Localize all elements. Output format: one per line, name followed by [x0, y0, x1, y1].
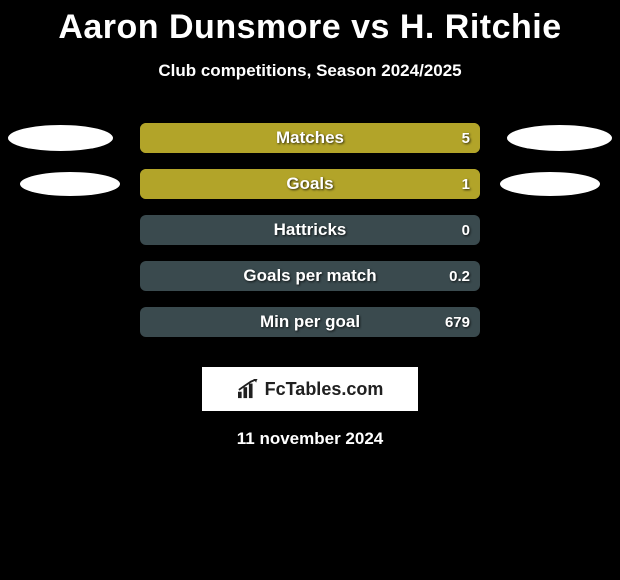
stat-value: 679 — [445, 307, 470, 337]
bar-chart-icon — [237, 379, 259, 399]
player-right-marker — [500, 172, 600, 196]
stat-label: Hattricks — [140, 215, 480, 245]
stat-row: Goals per match0.2 — [0, 253, 620, 299]
player-right-marker — [507, 125, 612, 151]
stat-bar: Goals1 — [140, 169, 480, 199]
comparison-infographic: Aaron Dunsmore vs H. Ritchie Club compet… — [0, 0, 620, 580]
stats-bar-chart: Matches5Goals1Hattricks0Goals per match0… — [0, 115, 620, 345]
stat-bar: Goals per match0.2 — [140, 261, 480, 291]
stat-value: 0 — [462, 215, 470, 245]
logo-text: FcTables.com — [265, 379, 384, 400]
stat-row: Goals1 — [0, 161, 620, 207]
subtitle: Club competitions, Season 2024/2025 — [0, 61, 620, 81]
player-left-marker — [20, 172, 120, 196]
logo: FcTables.com — [237, 379, 384, 400]
stat-bar: Hattricks0 — [140, 215, 480, 245]
stat-label: Goals per match — [140, 261, 480, 291]
stat-row: Hattricks0 — [0, 207, 620, 253]
stat-bar: Matches5 — [140, 123, 480, 153]
stat-row: Min per goal679 — [0, 299, 620, 345]
stat-bar-fill — [140, 123, 480, 153]
stat-row: Matches5 — [0, 115, 620, 161]
logo-badge: FcTables.com — [202, 367, 418, 411]
stat-bar-fill — [140, 169, 480, 199]
stat-label: Min per goal — [140, 307, 480, 337]
player-left-marker — [8, 125, 113, 151]
stat-value: 0.2 — [449, 261, 470, 291]
stat-bar: Min per goal679 — [140, 307, 480, 337]
date-text: 11 november 2024 — [0, 429, 620, 449]
page-title: Aaron Dunsmore vs H. Ritchie — [0, 0, 620, 47]
